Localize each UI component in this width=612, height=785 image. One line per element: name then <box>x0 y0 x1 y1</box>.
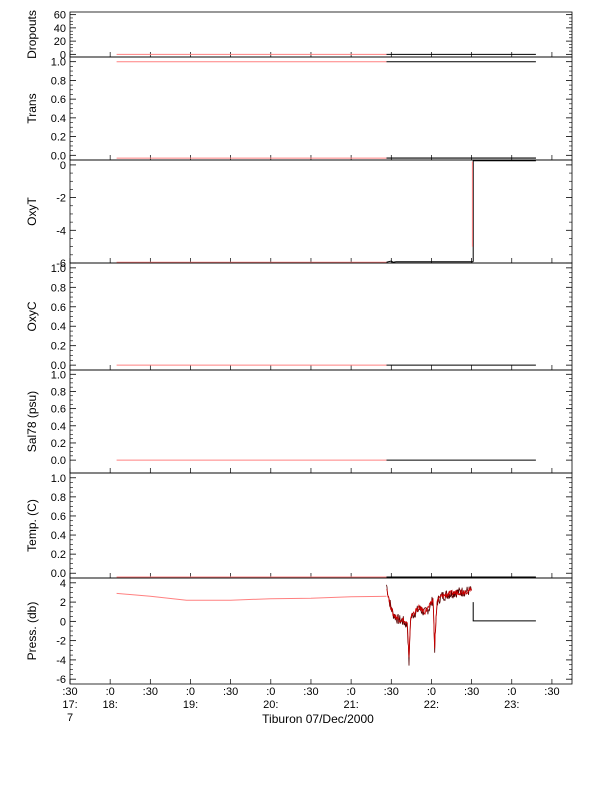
x-tick-label: 18: <box>103 699 118 711</box>
series-line-0 <box>116 592 387 601</box>
x-tick-label: :0 <box>507 686 516 698</box>
y-tick-label: 1.0 <box>51 263 66 275</box>
y-tick-label: 0.2 <box>51 132 66 144</box>
y-tick-label: -2 <box>56 193 66 205</box>
panel-title: OxyC <box>25 301 39 331</box>
y-tick-label: 0.0 <box>51 150 66 162</box>
y-tick-label: 1.0 <box>51 57 66 69</box>
x-tick-label: :30 <box>544 686 559 698</box>
y-tick-label: -6 <box>56 674 66 686</box>
panel-frame <box>69 369 573 474</box>
y-tick-label: 0 <box>60 49 66 61</box>
panel-frame <box>69 56 573 161</box>
x-tick-label: :0 <box>186 686 195 698</box>
panel-6: -6 -4 -2 0 2 4 Press. (db) <box>25 577 573 686</box>
x-tick-label: 23: <box>504 699 519 711</box>
y-tick-label: 0.4 <box>51 421 66 433</box>
y-tick-label: 0 <box>60 616 66 628</box>
y-tick-label: 0 <box>60 160 66 172</box>
y-tick-label: 0.2 <box>51 549 66 561</box>
x-tick-label: :30 <box>62 686 77 698</box>
y-tick-label: 40 <box>54 23 66 35</box>
chart-panels: 0204060Dropouts0.00.20.40.60.81.0Trans-6… <box>25 10 573 686</box>
series-line-2 <box>472 160 536 262</box>
panel-4: 0.0 0.2 0.4 0.6 0.8 1.0 Sal78 (psu) <box>25 369 573 474</box>
series-line-1 <box>472 602 536 622</box>
y-tick-label: 0.8 <box>51 492 66 504</box>
x-axis-title: Tiburon 07/Dec/2000 <box>262 712 374 726</box>
y-tick-label: 0.6 <box>51 302 66 314</box>
x-tick-label: :0 <box>266 686 275 698</box>
panel-title: OxyT <box>25 197 39 226</box>
y-tick-label: -4 <box>56 225 66 237</box>
y-tick-label: 0.8 <box>51 386 66 398</box>
y-tick-label: 0.0 <box>51 455 66 467</box>
y-tick-label: 4 <box>60 578 66 590</box>
y-tick-label: 20 <box>54 36 66 48</box>
y-tick-label: -4 <box>56 655 66 667</box>
panel-frame <box>69 159 573 264</box>
x-axis: :3017:7:018::30:019::30:020::30:021::30:… <box>62 686 559 724</box>
x-tick-label: 7 <box>67 712 73 724</box>
y-tick-label: 0.6 <box>51 511 66 523</box>
y-tick-label: 0.8 <box>51 75 66 87</box>
y-tick-label: 0.4 <box>51 530 66 542</box>
y-tick-label: 0.4 <box>51 113 66 125</box>
x-tick-label: :0 <box>106 686 115 698</box>
x-tick-label: :30 <box>143 686 158 698</box>
panel-title: Trans <box>25 93 39 123</box>
y-tick-label: 1.0 <box>51 473 66 485</box>
x-tick-label: 22: <box>424 699 439 711</box>
x-tick-label: 19: <box>183 699 198 711</box>
y-tick-label: 0.2 <box>51 341 66 353</box>
y-tick-label: 0.8 <box>51 282 66 294</box>
y-tick-label: -2 <box>56 636 66 648</box>
panel-2: -6 -4 -2 0 OxyT <box>25 157 573 270</box>
y-tick-label: 1.0 <box>51 369 66 381</box>
panel-3: 0.0 0.2 0.4 0.6 0.8 1.0 OxyC <box>25 262 573 372</box>
y-tick-label: 60 <box>54 10 66 22</box>
panel-title: Dropouts <box>25 10 39 59</box>
series-line-1 <box>386 260 474 263</box>
panel-title: Sal78 (psu) <box>25 391 39 452</box>
noisy-trace-1 <box>386 586 472 658</box>
y-tick-label: 2 <box>60 597 66 609</box>
x-tick-label: :0 <box>427 686 436 698</box>
panel-frame <box>69 11 573 58</box>
x-tick-label: :30 <box>303 686 318 698</box>
y-tick-label: 0.4 <box>51 321 66 333</box>
y-tick-label: -6 <box>56 258 66 270</box>
panel-frame <box>69 577 573 685</box>
panel-title: Temp. (C) <box>25 499 39 552</box>
x-tick-label: :30 <box>384 686 399 698</box>
panel-5: 0.0 0.2 0.4 0.6 0.8 1.0 Temp. (C) <box>25 472 573 580</box>
x-tick-label: 20: <box>263 699 278 711</box>
panel-1: 0.0 0.2 0.4 0.6 0.8 1.0 Trans <box>25 56 573 162</box>
x-tick-label: 21: <box>343 699 358 711</box>
y-tick-label: 0.0 <box>51 360 66 372</box>
noisy-trace-0 <box>386 584 472 666</box>
panel-frame <box>69 262 573 371</box>
x-tick-label: 17: <box>62 699 77 711</box>
y-tick-label: 0.6 <box>51 94 66 106</box>
x-tick-label: :30 <box>464 686 479 698</box>
y-tick-label: 0.2 <box>51 438 66 450</box>
x-tick-label: :30 <box>223 686 238 698</box>
panel-title: Press. (db) <box>25 602 39 661</box>
x-tick-label: :0 <box>347 686 356 698</box>
panel-frame <box>69 472 573 579</box>
y-tick-label: 0.6 <box>51 404 66 416</box>
y-tick-label: 0.0 <box>51 568 66 580</box>
